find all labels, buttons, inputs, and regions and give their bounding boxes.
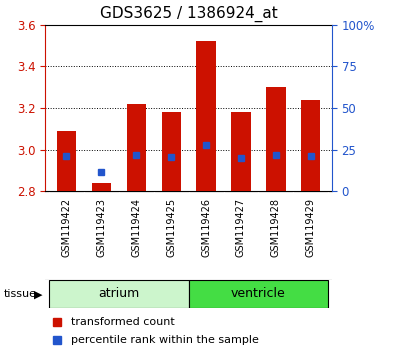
Text: GSM119423: GSM119423 bbox=[96, 198, 106, 257]
Text: GSM119429: GSM119429 bbox=[306, 198, 316, 257]
Bar bbox=[266, 87, 286, 191]
Bar bbox=[127, 104, 146, 191]
Bar bbox=[162, 112, 181, 191]
Bar bbox=[189, 280, 328, 308]
Text: percentile rank within the sample: percentile rank within the sample bbox=[71, 335, 259, 345]
Text: GSM119426: GSM119426 bbox=[201, 198, 211, 257]
Text: GSM119427: GSM119427 bbox=[236, 198, 246, 257]
Text: tissue: tissue bbox=[4, 289, 37, 299]
Text: GSM119425: GSM119425 bbox=[166, 198, 176, 257]
Bar bbox=[231, 112, 250, 191]
Text: GSM119424: GSM119424 bbox=[131, 198, 141, 257]
Bar bbox=[301, 100, 320, 191]
Bar bbox=[196, 41, 216, 191]
Title: GDS3625 / 1386924_at: GDS3625 / 1386924_at bbox=[100, 6, 277, 22]
Text: transformed count: transformed count bbox=[71, 317, 175, 327]
Bar bbox=[92, 183, 111, 191]
Text: ventricle: ventricle bbox=[231, 287, 286, 300]
Bar bbox=[57, 131, 76, 191]
Text: GSM119428: GSM119428 bbox=[271, 198, 281, 257]
Text: ▶: ▶ bbox=[34, 290, 42, 299]
Text: GSM119422: GSM119422 bbox=[61, 198, 71, 257]
Text: atrium: atrium bbox=[98, 287, 139, 300]
Bar bbox=[49, 280, 189, 308]
